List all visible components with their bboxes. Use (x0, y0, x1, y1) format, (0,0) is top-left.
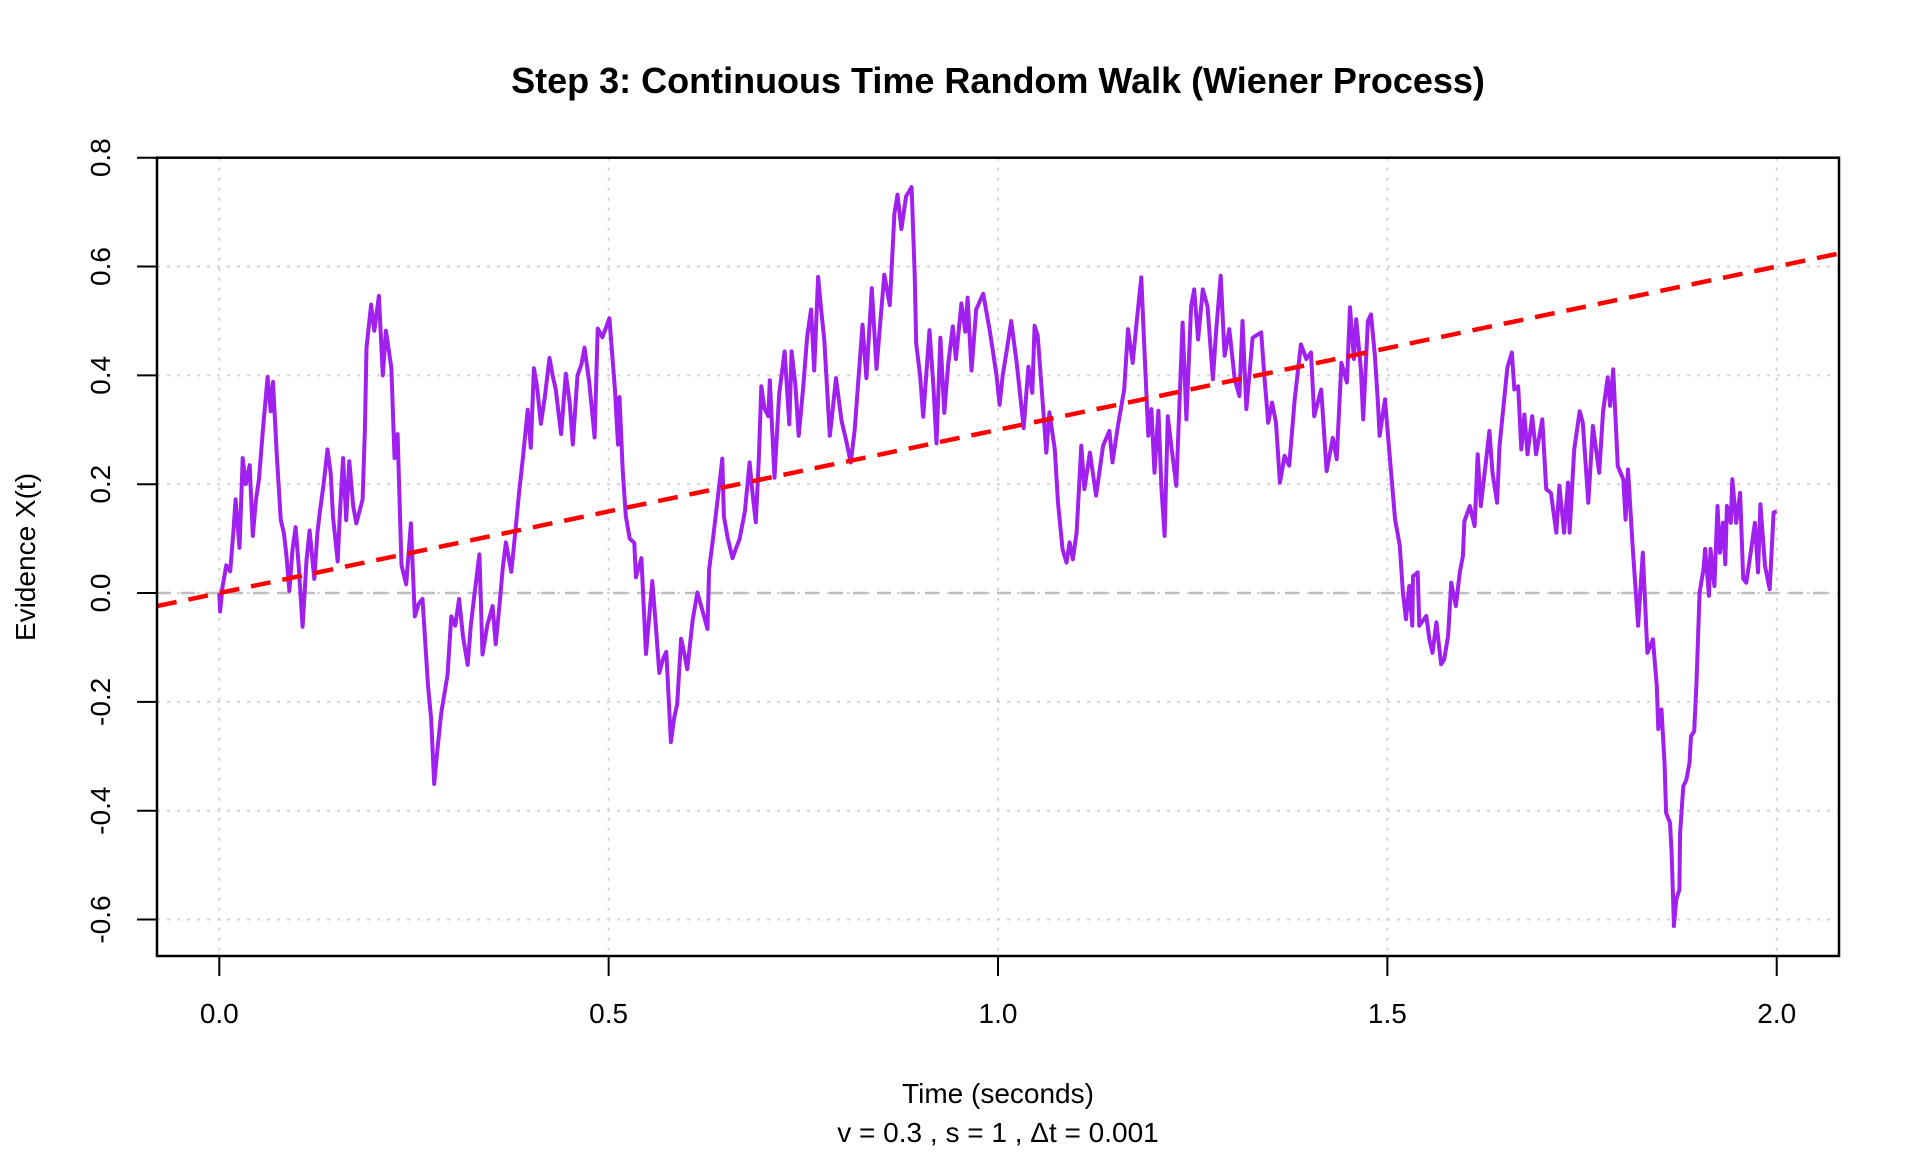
drift-line (156, 251, 1840, 609)
y-tick-label: 0.8 (85, 138, 116, 177)
y-tick-label: -0.2 (85, 678, 116, 726)
y-axis-label: Evidence X(t) (10, 473, 41, 641)
series-group (217, 185, 1778, 929)
x-axis-label: Time (seconds) (902, 1078, 1094, 1109)
series-line (217, 185, 1778, 929)
y-tick-label: 0.4 (85, 356, 116, 395)
y-tick-label: 0.0 (85, 574, 116, 613)
y-tick-label: 0.2 (85, 465, 116, 504)
x-tick-label: 0.0 (200, 998, 239, 1029)
x-tick-label: 0.5 (589, 998, 628, 1029)
y-tick-label: -0.6 (85, 895, 116, 943)
x-tick-label: 1.5 (1368, 998, 1407, 1029)
x-tick-label: 2.0 (1757, 998, 1796, 1029)
y-tick-label: -0.4 (85, 787, 116, 835)
x-axis: 0.0 0.5 1.0 1.5 2.0 (200, 955, 1796, 1029)
y-axis: -0.6 -0.4 -0.2 0.0 0.2 0.4 0.6 0.8 (85, 138, 157, 944)
y-tick-label: 0.6 (85, 247, 116, 286)
chart-title: Step 3: Continuous Time Random Walk (Wie… (511, 60, 1485, 101)
x-tick-label: 1.0 (979, 998, 1018, 1029)
chart-subtitle: v = 0.3 , s = 1 , Δt = 0.001 (837, 1117, 1158, 1148)
